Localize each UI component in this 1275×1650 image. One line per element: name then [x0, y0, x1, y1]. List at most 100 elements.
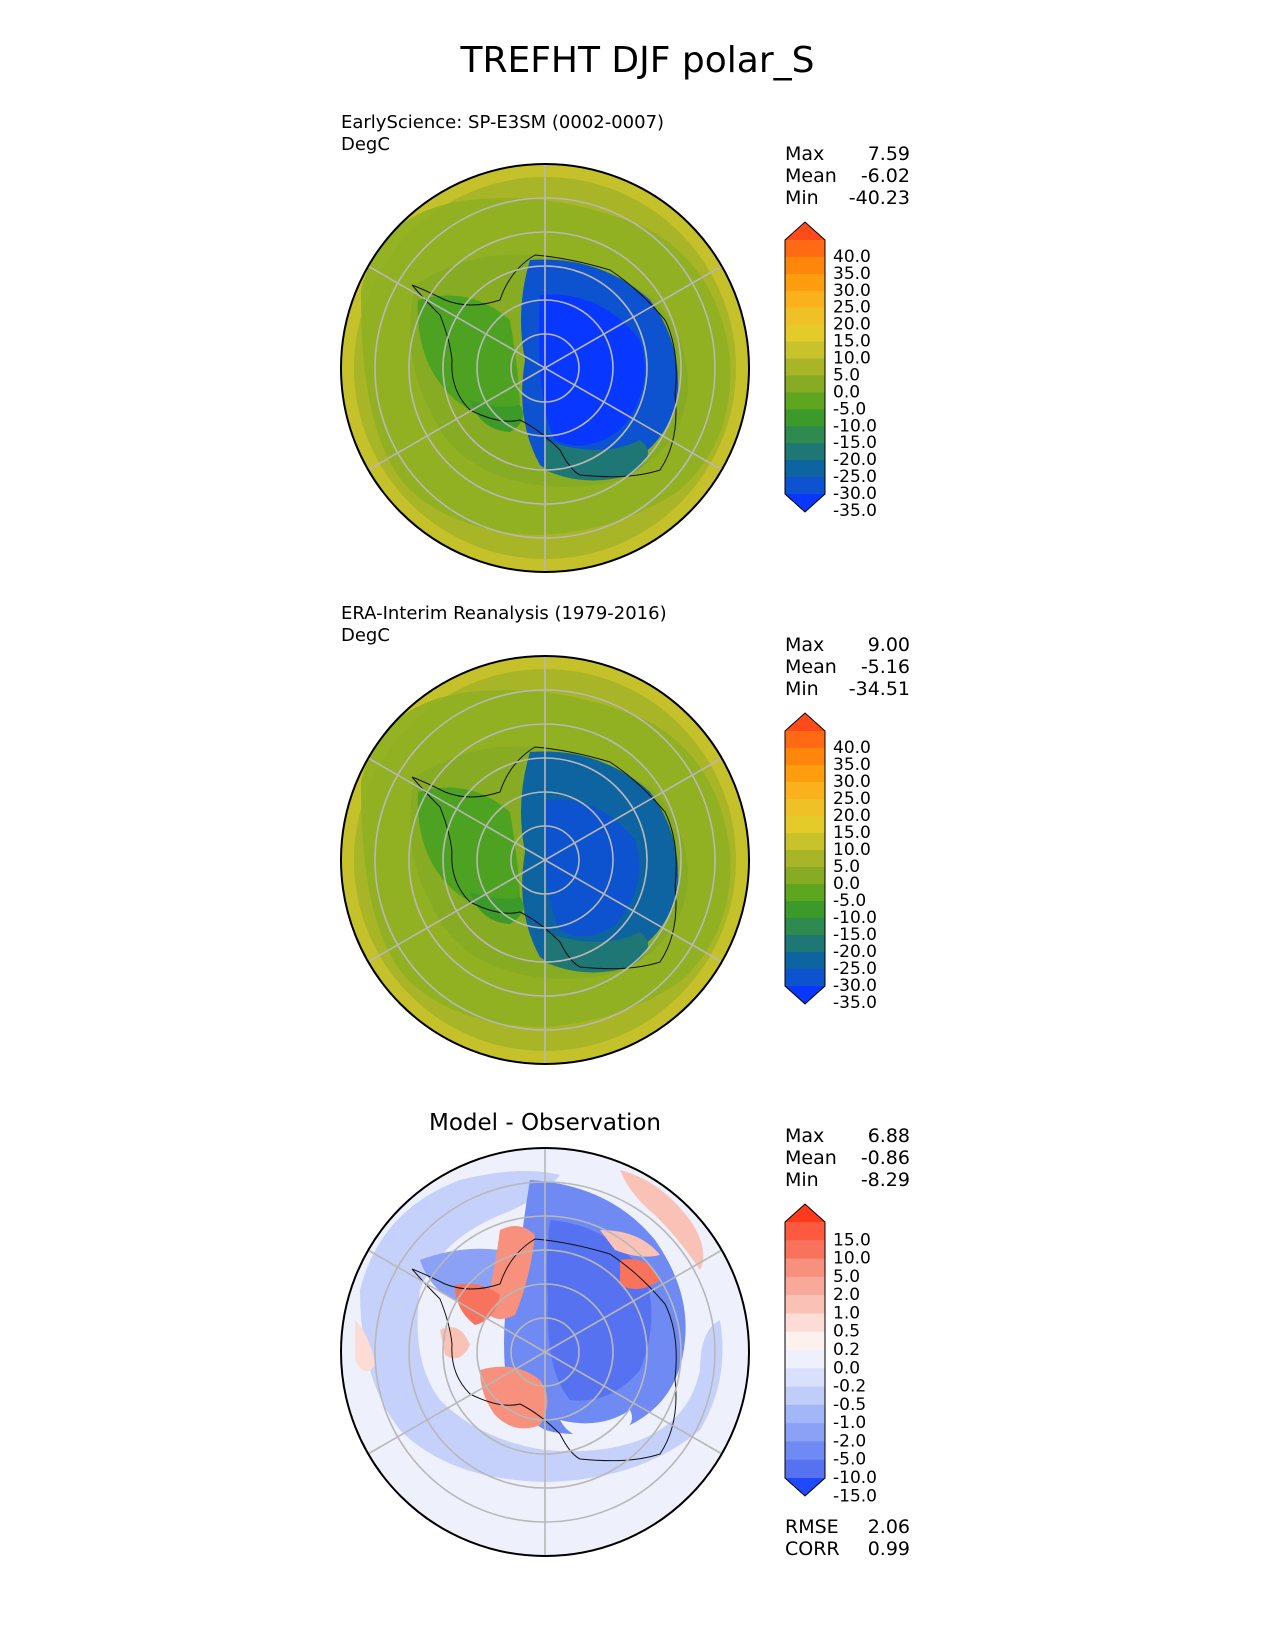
- colorbar-segment: [785, 1368, 825, 1388]
- colorbar-segment: [785, 748, 825, 766]
- colorbar-extend-max: [785, 222, 825, 240]
- reference-mean-value: -5.16: [860, 656, 910, 678]
- colorbar-segment: [785, 324, 825, 343]
- colorbar-segment: [785, 426, 825, 444]
- diff-map-border: [340, 1147, 750, 1557]
- colorbar-segment: [785, 460, 825, 478]
- colorbar-segment: [785, 1240, 825, 1260]
- colorbar-tick-label: 0.5: [833, 1322, 860, 1342]
- reference-panel-units: DegC: [341, 625, 390, 646]
- diff-mean-label: Mean: [785, 1147, 837, 1169]
- colorbar-tick-label: 2.0: [833, 1285, 860, 1305]
- colorbar-segment: [785, 1441, 825, 1461]
- colorbar-segment: [785, 1386, 825, 1406]
- colorbar-extend-min: [785, 1478, 825, 1496]
- colorbar-segment: [785, 1222, 825, 1241]
- diff-max-label: Max: [785, 1125, 825, 1147]
- colorbar-segment: [785, 935, 825, 953]
- colorbar-segment: [785, 850, 825, 868]
- diff-min-label: Min: [785, 1169, 819, 1191]
- colorbar-tick-label: -5.0: [833, 891, 866, 911]
- colorbar-tick-label: -20.0: [833, 942, 877, 962]
- colorbar-segment: [785, 240, 825, 258]
- test-min-value: -40.23: [848, 187, 910, 209]
- colorbar-tick-label: 0.0: [833, 1358, 860, 1378]
- colorbar-segment: [785, 952, 825, 970]
- test-max-label: Max: [785, 143, 825, 165]
- colorbar-segment: [785, 799, 825, 817]
- colorbar-tick-label: 1.0: [833, 1303, 860, 1323]
- colorbar-extend-min: [785, 986, 825, 1004]
- colorbar-tick-label: 30.0: [833, 281, 871, 301]
- colorbar-tick-label: 40.0: [833, 247, 871, 267]
- colorbar-segment: [785, 392, 825, 410]
- colorbar-tick-label: -10.0: [833, 908, 877, 928]
- diff-graticule: [367, 1148, 723, 1556]
- colorbar-tick-label: 25.0: [833, 298, 871, 318]
- reference-colorbar: 40.035.030.025.020.015.010.05.00.0-5.0-1…: [784, 712, 877, 1013]
- colorbar-segment: [785, 1459, 825, 1479]
- reference-graticule: [367, 656, 723, 1064]
- test-mean-label: Mean: [785, 165, 837, 187]
- colorbar-tick-label: -5.0: [833, 399, 866, 419]
- colorbar-segment: [785, 1295, 825, 1314]
- colorbar-tick-label: -10.0: [833, 416, 877, 436]
- colorbar-segment: [785, 273, 825, 292]
- corr-label: CORR: [785, 1538, 840, 1560]
- colorbar-tick-label: 15.0: [833, 823, 871, 843]
- colorbar-tick-label: 0.0: [833, 874, 860, 894]
- colorbar-segment: [785, 765, 825, 783]
- test-mean-value: -6.02: [860, 165, 910, 187]
- test-map-border: [340, 163, 750, 573]
- test-panel-units: DegC: [341, 134, 390, 155]
- colorbar-tick-label: 15.0: [833, 1230, 871, 1250]
- colorbar-segment: [785, 1350, 825, 1369]
- colorbar-segment: [785, 341, 825, 360]
- test-coastline: [411, 254, 677, 478]
- diff-panel-title: Model - Observation: [428, 1110, 662, 1136]
- corr-value: 0.99: [867, 1538, 910, 1560]
- colorbar-outline: [784, 712, 826, 1005]
- rmse-label: RMSE: [785, 1516, 839, 1538]
- reference-min-label: Min: [785, 678, 819, 700]
- colorbar-segment: [785, 1258, 825, 1278]
- colorbar-segment: [785, 1423, 825, 1442]
- colorbar-segment: [785, 867, 825, 885]
- diff-max-value: 6.88: [867, 1125, 910, 1147]
- colorbar-tick-label: -2.0: [833, 1431, 866, 1451]
- colorbar-tick-label: -10.0: [833, 1468, 877, 1488]
- colorbar-segment: [785, 1276, 825, 1296]
- colorbar-tick-label: 0.2: [833, 1340, 860, 1360]
- colorbar-tick-label: 5.0: [833, 857, 860, 877]
- colorbar-tick-label: 0.0: [833, 382, 860, 402]
- test-colorbar: 40.035.030.025.020.015.010.05.00.0-5.0-1…: [784, 221, 877, 521]
- colorbar-segment: [785, 833, 825, 851]
- colorbar-tick-label: 35.0: [833, 755, 871, 775]
- colorbar-segment: [785, 901, 825, 919]
- colorbar-segment: [785, 782, 825, 800]
- reference-map-border: [340, 655, 750, 1065]
- colorbar-segment: [785, 307, 825, 326]
- diff-colorbar: 15.010.05.02.01.00.50.20.0-0.2-0.5-1.0-2…: [784, 1203, 877, 1506]
- colorbar-extend-max: [785, 1204, 825, 1222]
- colorbar-extend-max: [785, 713, 825, 731]
- colorbar-segment: [785, 918, 825, 936]
- colorbar-tick-label: 5.0: [833, 365, 860, 385]
- colorbar-segment: [785, 256, 825, 275]
- colorbar-tick-label: 10.0: [833, 840, 871, 860]
- diff-min-value: -8.29: [860, 1169, 910, 1191]
- reference-mean-label: Mean: [785, 656, 837, 678]
- reference-panel-title: ERA-Interim Reanalysis (1979-2016): [341, 603, 667, 624]
- colorbar-segment: [785, 409, 825, 427]
- diff-coastline: [411, 1238, 677, 1462]
- rmse-value: 2.06: [867, 1516, 910, 1538]
- colorbar-tick-label: -5.0: [833, 1450, 866, 1470]
- diff-mean-value: -0.86: [860, 1147, 910, 1169]
- colorbar-segment: [785, 375, 825, 393]
- test-graticule: [367, 164, 723, 572]
- colorbar-tick-label: 20.0: [833, 315, 871, 335]
- colorbar-segment: [785, 443, 825, 461]
- colorbar-tick-label: 25.0: [833, 789, 871, 809]
- test-max-value: 7.59: [867, 143, 910, 165]
